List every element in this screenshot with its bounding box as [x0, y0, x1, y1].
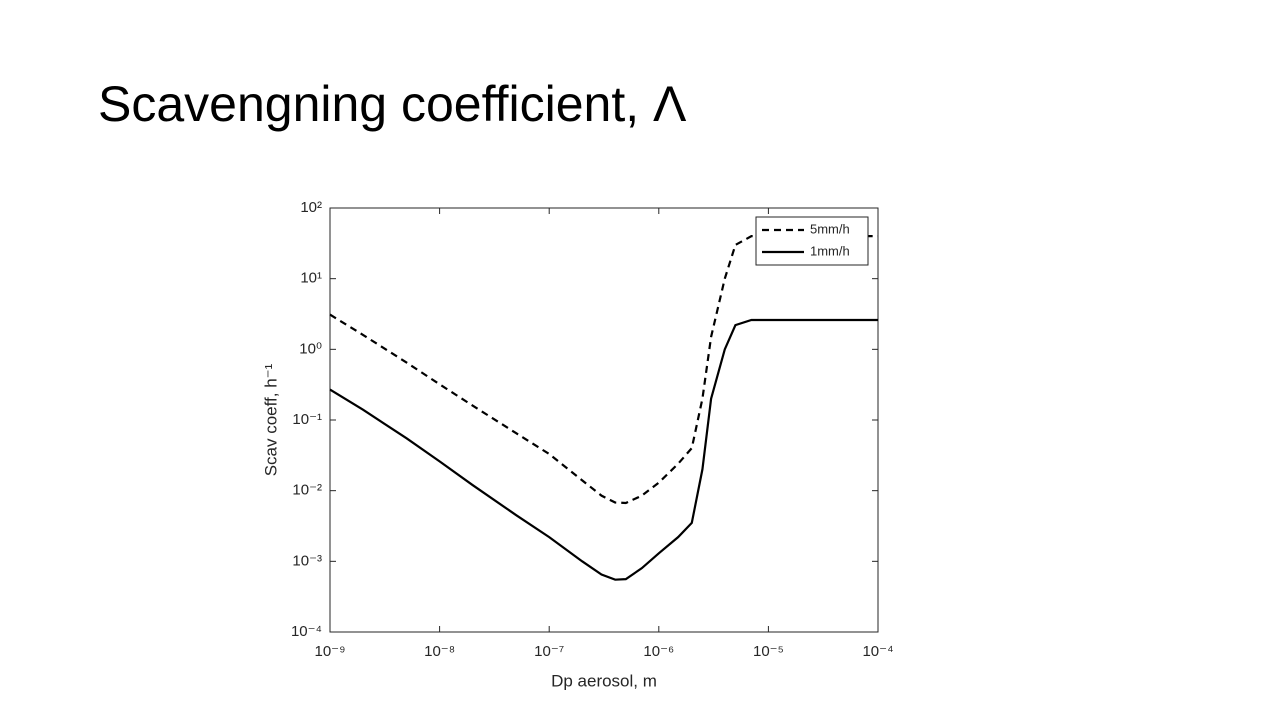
slide-title: Scavengning coefficient, Λ — [98, 76, 687, 132]
legend-label: 1mm/h — [810, 243, 850, 258]
x-tick-label: 10⁻⁶ — [643, 643, 674, 660]
y-tick-label: 10⁰ — [299, 340, 322, 357]
y-axis-label: Scav coeff, h⁻¹ — [261, 363, 280, 476]
x-tick-label: 10⁻⁸ — [424, 643, 455, 660]
legend-label: 5mm/h — [810, 221, 850, 236]
y-tick-label: 10¹ — [300, 270, 322, 287]
x-tick-label: 10⁻⁹ — [314, 643, 345, 660]
y-tick-label: 10⁻² — [292, 482, 322, 499]
y-tick-label: 10² — [300, 199, 322, 216]
x-tick-label: 10⁻⁴ — [862, 643, 893, 660]
y-tick-label: 10⁻³ — [292, 552, 322, 569]
x-tick-label: 10⁻⁵ — [753, 643, 784, 660]
x-axis-label: Dp aerosol, m — [551, 671, 657, 690]
series-line — [329, 235, 878, 505]
series-line — [329, 318, 878, 581]
y-tick-label: 10⁻¹ — [292, 411, 322, 428]
y-tick-label: 10⁻⁴ — [291, 623, 322, 640]
legend-box — [755, 216, 869, 266]
plot-frame — [329, 207, 879, 633]
x-tick-label: 10⁻⁷ — [534, 643, 564, 660]
